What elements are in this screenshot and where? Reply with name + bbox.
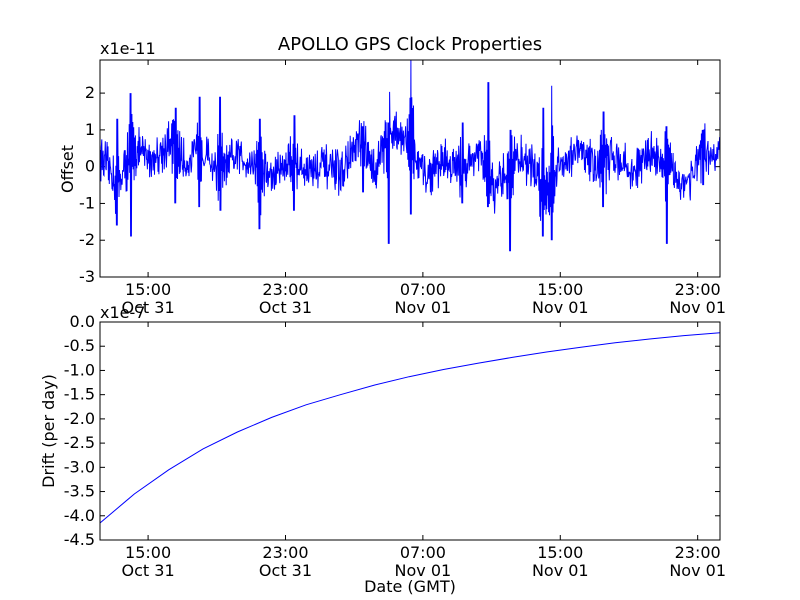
offset-xtick-time: 23:00 xyxy=(675,280,721,299)
offset-xtick-time: 23:00 xyxy=(262,280,308,299)
drift-ytick-label: 0.0 xyxy=(70,312,95,331)
offset-ytick-label: 2 xyxy=(85,83,95,102)
drift-xtick-time: 07:00 xyxy=(400,543,446,562)
offset-multiplier: x1e-11 xyxy=(100,39,156,58)
offset-panel: APOLLO GPS Clock Properties x1e-11 Offse… xyxy=(58,34,726,317)
drift-ytick-label: -0.5 xyxy=(64,336,95,355)
drift-ytick-label: -2.5 xyxy=(64,433,95,452)
drift-xtick-date: Oct 31 xyxy=(259,561,312,580)
drift-ytick-label: -1.5 xyxy=(64,385,95,404)
drift-panel: x1e-7 Drift (per day) Date (GMT) -4.5-4.… xyxy=(39,303,726,596)
offset-xtick-date: Nov 01 xyxy=(395,298,452,317)
offset-ytick-label: -1 xyxy=(79,193,95,212)
offset-ytick-label: 1 xyxy=(85,120,95,139)
drift-xtick-time: 23:00 xyxy=(262,543,308,562)
offset-ylabel: Offset xyxy=(58,145,77,193)
drift-xtick-time: 15:00 xyxy=(537,543,583,562)
drift-plot-frame xyxy=(99,321,721,541)
offset-series-line xyxy=(99,59,721,252)
offset-ytick-label: -3 xyxy=(79,267,95,286)
offset-ytick-label: 0 xyxy=(85,157,95,176)
drift-multiplier: x1e-7 xyxy=(100,303,145,322)
drift-ytick-label: -2.0 xyxy=(64,409,95,428)
drift-ytick-label: -4.0 xyxy=(64,506,95,525)
drift-xtick-time: 15:00 xyxy=(125,543,171,562)
offset-ytick-label: -2 xyxy=(79,230,95,249)
drift-axes: -4.5 -4.0 -3.5 -3.0 -2.5 -2.0 -1.5 -1.0 -0.5 0.0 1… xyxy=(64,312,726,580)
offset-xtick-date: Nov 01 xyxy=(669,298,726,317)
offset-xtick-time: 15:00 xyxy=(537,280,583,299)
drift-xtick-date: Nov 01 xyxy=(532,561,589,580)
drift-xtick-date: Nov 01 xyxy=(395,561,452,580)
drift-ytick-label: -4.5 xyxy=(64,530,95,549)
drift-xtick-date: Oct 31 xyxy=(122,561,175,580)
offset-series xyxy=(99,59,721,252)
offset-xtick-date: Oct 31 xyxy=(259,298,312,317)
offset-xtick-date: Oct 31 xyxy=(122,298,175,317)
drift-ytick-label: -1.0 xyxy=(64,360,95,379)
drift-xtick-time: 23:00 xyxy=(675,543,721,562)
drift-ylabel: Drift (per day) xyxy=(39,374,58,488)
drift-series-line xyxy=(99,332,721,524)
chart-title: APOLLO GPS Clock Properties xyxy=(278,34,542,55)
offset-xtick-time: 07:00 xyxy=(400,280,446,299)
offset-xtick-date: Nov 01 xyxy=(532,298,589,317)
drift-ytick-label: -3.0 xyxy=(64,457,95,476)
drift-xtick-date: Nov 01 xyxy=(669,561,726,580)
drift-series xyxy=(99,332,721,524)
drift-xlabel: Date (GMT) xyxy=(364,577,456,596)
offset-plot-frame xyxy=(99,59,721,278)
drift-ytick-label: -3.5 xyxy=(64,482,95,501)
offset-xtick-time: 15:00 xyxy=(125,280,171,299)
